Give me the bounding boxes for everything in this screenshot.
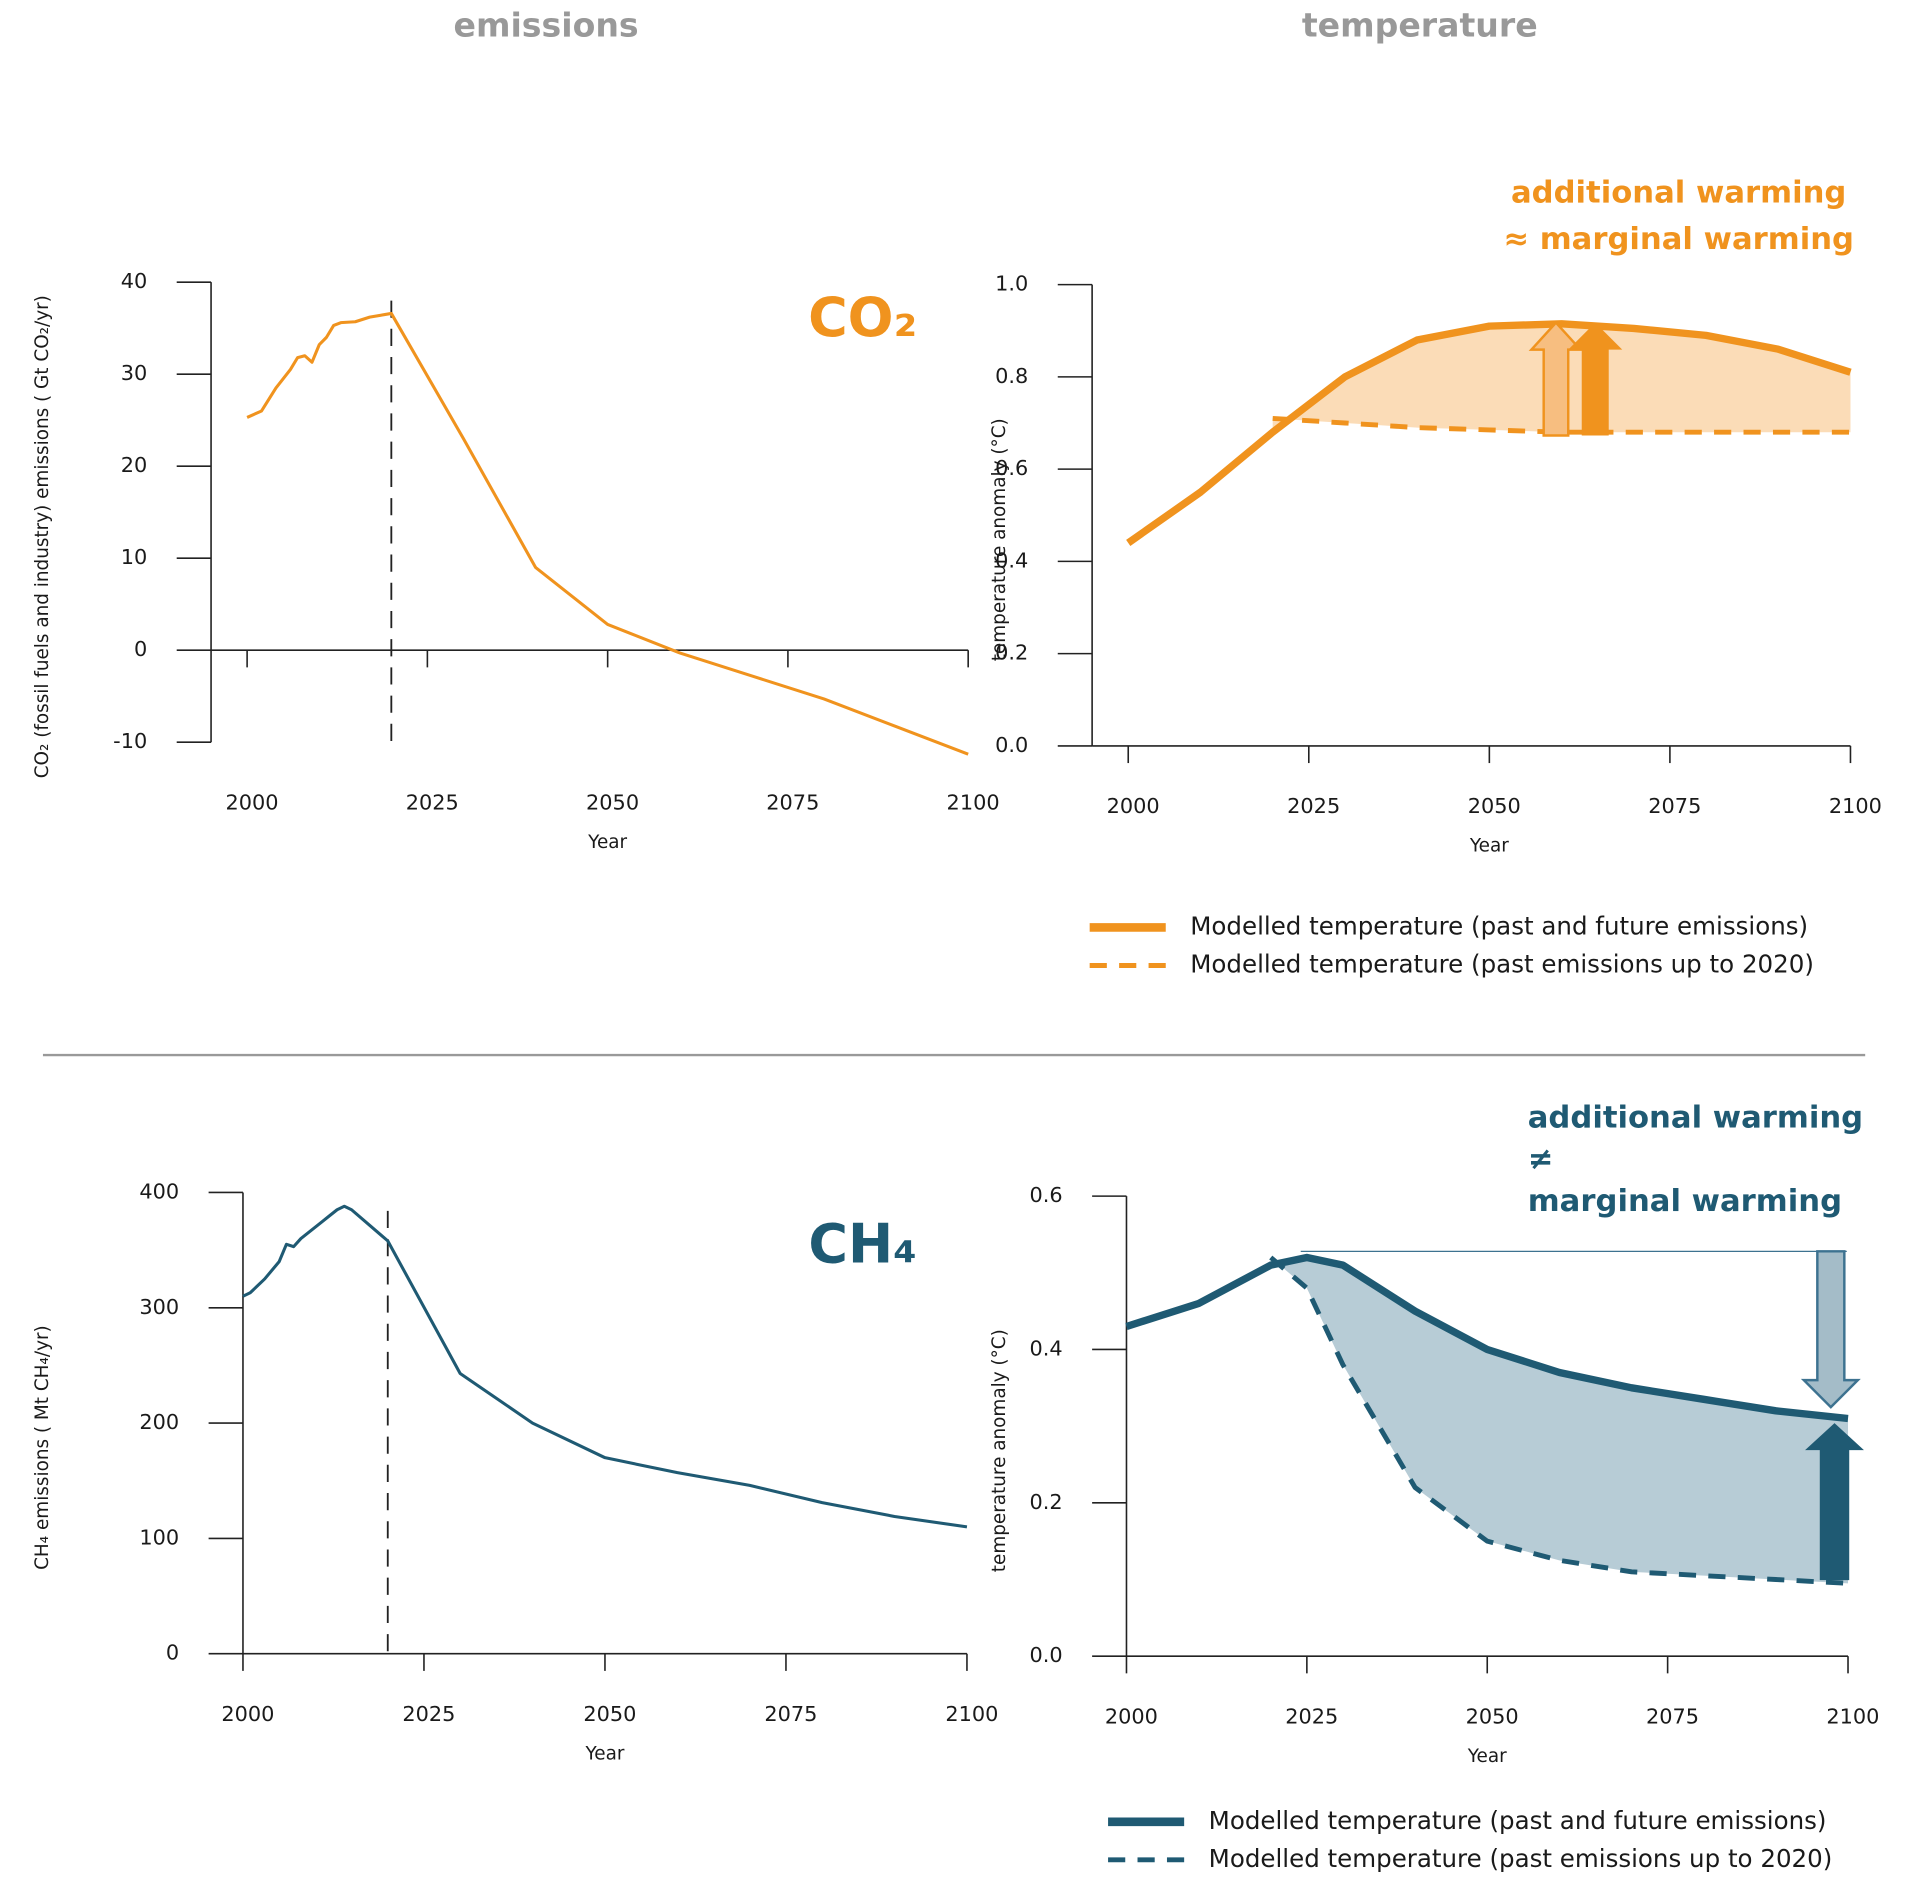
y-tick-label: 1.0 xyxy=(995,272,1028,296)
y-tick-label: 0 xyxy=(134,637,147,661)
x-tick-label: 2050 xyxy=(1468,794,1521,818)
x-tick-label: 2100 xyxy=(1826,1705,1879,1729)
y-tick-label: 30 xyxy=(121,361,148,385)
arrow xyxy=(1805,1423,1864,1581)
x-tick-label: 2050 xyxy=(583,1702,636,1726)
x-axis-label: Year xyxy=(1467,1746,1507,1767)
y-tick-label: 10 xyxy=(121,545,148,569)
y-tick-label: 0.0 xyxy=(1030,1643,1063,1667)
legend-label: Modelled temperature (past emissions up … xyxy=(1190,949,1814,978)
y-tick-label: 0.2 xyxy=(1030,1490,1063,1514)
column-header: temperature xyxy=(1302,5,1538,44)
x-tick-label: 2025 xyxy=(1287,794,1340,818)
annotation: ≠ xyxy=(1528,1142,1554,1177)
annotation: additional warming xyxy=(1528,1100,1863,1135)
y-tick-label: 0.4 xyxy=(995,548,1028,572)
y-axis-label: temperature anomaly (°C) xyxy=(989,1329,1010,1572)
y-tick-label: -10 xyxy=(113,729,147,753)
annotation: ≈ marginal warming xyxy=(1503,222,1854,257)
x-tick-label: 2075 xyxy=(1646,1705,1699,1729)
x-tick-label: 2000 xyxy=(225,791,278,815)
chart-title: CO₂ xyxy=(808,286,917,349)
column-header: emissions xyxy=(454,5,639,44)
x-tick-label: 2100 xyxy=(1829,794,1882,818)
x-tick-label: 2025 xyxy=(1285,1705,1338,1729)
data-line xyxy=(1126,320,1852,546)
x-tick-label: 2025 xyxy=(402,1702,455,1726)
data-line xyxy=(246,311,969,756)
data-line xyxy=(1125,1253,1849,1423)
y-axis-label: CO₂ (fossil fuels and industry) emission… xyxy=(32,295,53,778)
y-tick-label: 300 xyxy=(139,1295,179,1319)
shaded-area xyxy=(1270,1257,1849,1584)
y-tick-label: 0.6 xyxy=(1030,1183,1063,1207)
y-axis-label: CH₄ emissions ( Mt CH₄/yr) xyxy=(32,1325,53,1570)
y-tick-label: 20 xyxy=(121,453,148,477)
y-tick-label: 0.2 xyxy=(995,641,1028,665)
x-tick-label: 2050 xyxy=(586,791,639,815)
chart-title: CH₄ xyxy=(808,1212,916,1275)
arrow xyxy=(1800,1250,1861,1409)
y-tick-label: 0.4 xyxy=(1030,1336,1063,1360)
x-tick-label: 2075 xyxy=(766,791,819,815)
legend-label: Modelled temperature (past emissions up … xyxy=(1209,1844,1833,1873)
legend-label: Modelled temperature (past and future em… xyxy=(1209,1806,1827,1835)
x-tick-label: 2000 xyxy=(1107,794,1160,818)
x-tick-label: 2025 xyxy=(406,791,459,815)
y-tick-label: 400 xyxy=(139,1179,179,1203)
y-tick-label: 40 xyxy=(121,269,148,293)
y-axis-label: temperature anomaly (°C) xyxy=(989,418,1010,661)
arrow xyxy=(1528,320,1584,437)
y-tick-label: 0.8 xyxy=(995,364,1028,388)
x-tick-label: 2075 xyxy=(1648,794,1701,818)
data-line xyxy=(1269,1255,1849,1586)
data-line xyxy=(242,1204,968,1529)
x-tick-label: 2100 xyxy=(945,1702,998,1726)
x-tick-label: 2100 xyxy=(947,791,1000,815)
y-tick-label: 0.6 xyxy=(995,456,1028,480)
y-tick-label: 200 xyxy=(139,1410,179,1434)
annotation: marginal warming xyxy=(1528,1184,1842,1219)
x-tick-label: 2075 xyxy=(764,1702,817,1726)
y-tick-label: 0 xyxy=(166,1641,179,1665)
arrow xyxy=(1568,322,1623,436)
y-tick-label: 100 xyxy=(139,1525,179,1549)
x-tick-label: 2050 xyxy=(1466,1705,1519,1729)
x-axis-label: Year xyxy=(584,1743,624,1764)
data-line xyxy=(1272,415,1851,435)
annotation: additional warming xyxy=(1511,175,1846,210)
x-tick-label: 2000 xyxy=(221,1702,274,1726)
x-axis-label: Year xyxy=(587,832,627,853)
x-tick-label: 2000 xyxy=(1105,1705,1158,1729)
y-tick-label: 0.0 xyxy=(995,733,1028,757)
legend-label: Modelled temperature (past and future em… xyxy=(1190,911,1808,940)
x-axis-label: Year xyxy=(1469,835,1509,856)
